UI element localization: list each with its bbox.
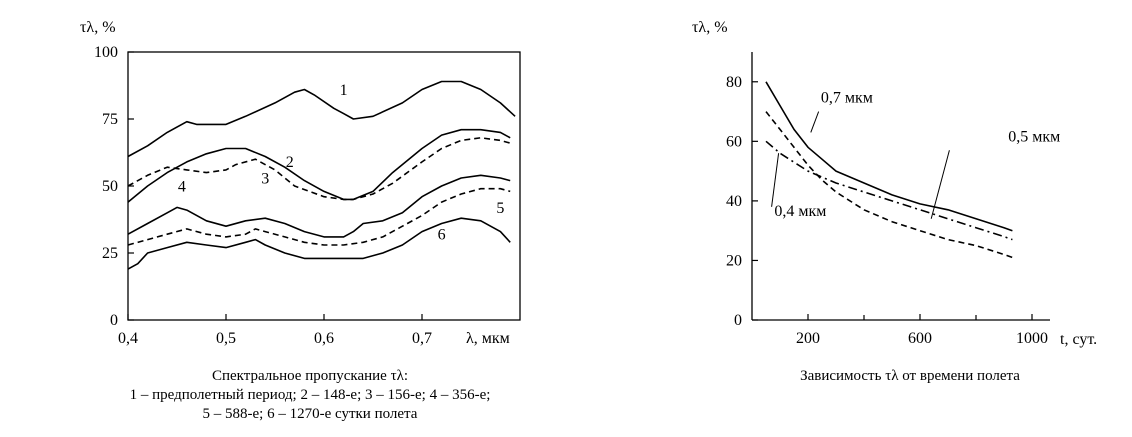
x-tick-label: 1000: [1016, 330, 1048, 347]
y-tick-label: 75: [102, 111, 118, 128]
spectral-plot-frame: [127, 51, 521, 321]
y-tick-label: 40: [726, 193, 742, 210]
x-tick-label: 0,7: [412, 330, 432, 347]
y-tick-label: 60: [726, 133, 742, 150]
series-label: 0,5 мкм: [1008, 128, 1060, 145]
series-line: [127, 217, 511, 270]
series-label: 1: [340, 82, 348, 99]
y-tick-label: 80: [726, 74, 742, 91]
x-tick-label: 0,4: [118, 330, 138, 347]
y-tick-label: 0: [110, 312, 118, 329]
spectral-caption: Спектральное пропускание τλ: 1 – предпол…: [80, 367, 540, 424]
x-tick-label: 200: [796, 330, 820, 347]
x-tick-label: 600: [908, 330, 932, 347]
spectral-y-label: τλ, %: [80, 19, 116, 36]
series-line: [127, 80, 516, 158]
spectral-x-label: λ, мкм: [466, 330, 510, 347]
spectral-series-group: [127, 80, 516, 270]
series-line: [765, 81, 1013, 232]
series-label: 0,4 мкм: [774, 203, 826, 220]
series-label: 0,7 мкм: [821, 90, 873, 107]
spectral-caption-line: Спектральное пропускание τλ:: [211, 368, 409, 384]
series-line: [127, 137, 511, 201]
label-leader-line: [930, 150, 950, 219]
y-tick-label: 100: [94, 44, 118, 61]
series-label: 4: [178, 178, 186, 195]
time-chart: τλ, % t, сут. 0 20 40 60 80 200 600 1000 0,7 мк…: [692, 19, 1097, 348]
series-line: [127, 187, 511, 246]
series-label: 5: [496, 200, 504, 217]
spectral-chart: τλ, % λ, мкм 0 25 50 75 100 0,4 0,5 0,6 0,7 1 23 4…: [80, 19, 521, 347]
time-series-group: [765, 81, 1013, 259]
time-x-label: t, сут.: [1060, 331, 1097, 348]
series-line: [765, 111, 1013, 259]
label-leader-line: [771, 153, 780, 207]
y-tick-label: 0: [734, 312, 742, 329]
series-line: [765, 140, 1013, 241]
time-y-label: τλ, %: [692, 19, 728, 36]
series-label: 3: [261, 170, 269, 187]
y-tick-label: 25: [102, 245, 118, 262]
label-leader-line: [810, 111, 820, 133]
x-tick-label: 0,6: [314, 330, 334, 347]
spectral-caption-line: 1 – предполетный период; 2 – 148-е; 3 – …: [129, 387, 491, 403]
time-axis-ticks: 0 20 40 60 80 200 600 1000: [726, 74, 1048, 347]
time-series-labels: 0,7 мкм 0,5 мкм 0,4 мкм: [771, 90, 1060, 220]
y-tick-label: 50: [102, 178, 118, 195]
y-tick-label: 20: [726, 252, 742, 269]
x-tick-label: 0,5: [216, 330, 236, 347]
series-label: 2: [286, 154, 294, 171]
series-label: 6: [438, 227, 446, 244]
time-caption: Зависимость τλ от времени полета: [800, 368, 1020, 384]
series-line: [127, 128, 511, 203]
spectral-axis-ticks: 0 25 50 75 100 0,4 0,5 0,6 0,7: [94, 44, 432, 347]
spectral-caption-line: 5 – 588-е; 6 – 1270-е сутки полета: [202, 406, 418, 422]
series-line: [127, 174, 511, 238]
